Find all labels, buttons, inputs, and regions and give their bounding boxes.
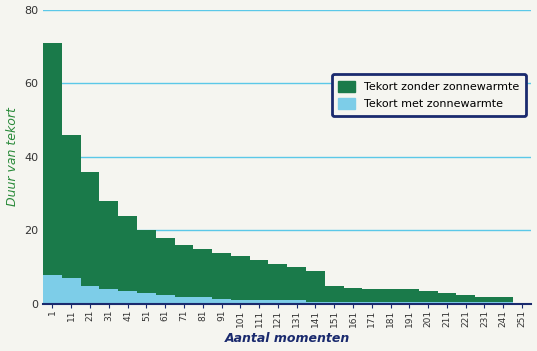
X-axis label: Aantal momenten: Aantal momenten	[224, 332, 350, 345]
Y-axis label: Duur van tekort: Duur van tekort	[5, 107, 19, 206]
Legend: Tekort zonder zonnewarmte, Tekort met zonnewarmte: Tekort zonder zonnewarmte, Tekort met zo…	[332, 74, 526, 116]
